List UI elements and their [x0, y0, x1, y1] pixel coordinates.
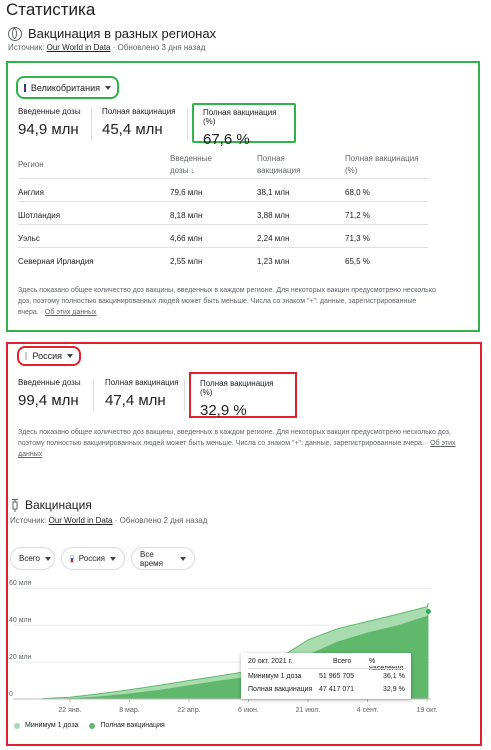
chevron-down-icon [110, 556, 116, 561]
chart-tooltip: 20 окт. 2021 г. Всего % населения Миниму… [241, 653, 411, 699]
table-cell: 8,18 млн [170, 211, 203, 220]
chart-legend: Минимум 1 доза Полная вакцинация [14, 722, 165, 729]
divider [93, 379, 94, 411]
page-title: Статистика [6, 0, 96, 19]
source-link[interactable]: Our World in Data [46, 43, 111, 52]
x-tick-label: 4 сент. [357, 707, 379, 714]
legend-swatch-full [89, 722, 96, 729]
x-tick-label: 22 апр. [177, 707, 200, 714]
uk-flag-icon [24, 83, 26, 92]
russia-flag-icon [25, 352, 28, 360]
divider [91, 108, 92, 140]
uk-note: Здесь показано общее количество доз вакц… [18, 287, 436, 316]
uk-region-highlight [6, 61, 480, 332]
table-cell: Уэльс [18, 234, 40, 243]
about-data-link[interactable]: Об этих данных [18, 440, 456, 458]
x-tick-label: 6 июн. [238, 707, 259, 714]
divider [18, 178, 428, 179]
chevron-down-icon [180, 556, 186, 561]
table-cell: 68,0 % [345, 188, 370, 197]
ru-stat-full-pct: Полная вакцинация (%) 32,9 % [189, 372, 297, 419]
country-selector-uk[interactable]: Великобритания [16, 76, 119, 99]
section-heading-text: Вакцинация в разных регионах [28, 26, 217, 41]
table-cell: Англия [18, 188, 44, 197]
y-tick-label: 60 млн [9, 580, 32, 587]
x-tick-label: 22 янв. [58, 707, 81, 714]
table-row: Северная Ирландия 2,55 млн 1,23 млн 65,5 % [18, 248, 428, 271]
table-cell: 71,3 % [345, 234, 370, 243]
table-cell: 79,6 млн [170, 188, 203, 197]
uk-stat-full: Полная вакцинация 45,4 млн [102, 107, 176, 138]
uk-stat-doses: Введенные дозы 94,9 млн [18, 107, 81, 138]
col-header-doses[interactable]: Введенные дозы ↓ [170, 154, 212, 175]
y-tick-label: 20 млн [9, 654, 32, 661]
table-row: Уэльс 4,66 млн 2,24 млн 71,3 % [18, 225, 428, 248]
divider [187, 108, 188, 140]
sort-arrow-icon: ↓ [190, 166, 195, 175]
table-cell: 2,55 млн [170, 257, 203, 266]
filter-scope[interactable]: Всего [10, 547, 55, 570]
vacc-source-line: Источник: Our World in Data · Обновлено … [10, 516, 208, 525]
chevron-down-icon [67, 354, 73, 358]
syringe-icon [12, 498, 18, 512]
col-header-full-pct[interactable]: Полная вакцинация (%) [345, 154, 419, 175]
vaccination-heading: Вакцинация [10, 498, 92, 512]
russia-region-highlight [6, 342, 482, 746]
table-cell: 3,88 млн [257, 211, 290, 220]
ru-note: Здесь показано общее количество доз вакц… [18, 429, 456, 458]
x-tick-label: 21 июл. [296, 707, 321, 714]
table-cell: 1,23 млн [257, 257, 290, 266]
table-cell: Шотландия [18, 211, 61, 220]
filter-country[interactable]: Россия [61, 547, 125, 570]
vacc-source-link[interactable]: Our World in Data [48, 516, 113, 525]
table-cell: 4,66 млн [170, 234, 203, 243]
y-tick-label: 0 [9, 691, 13, 698]
about-data-link[interactable]: Об этих данных [44, 309, 97, 316]
table-cell: 65,5 % [345, 257, 370, 266]
ru-stat-full: Полная вакцинация 47,4 млн [105, 378, 179, 409]
globe-icon [8, 26, 22, 41]
divider [18, 201, 428, 202]
table-row: Англия 79,6 млн 38,1 млн 68,0 % [18, 179, 428, 202]
section-heading: Вакцинация в разных регионах [8, 26, 216, 41]
divider [184, 379, 185, 411]
table-cell: Северная Ирландия [18, 257, 94, 266]
table-cell: 2,24 млн [257, 234, 290, 243]
col-header-full[interactable]: Полная вакцинация [257, 154, 301, 175]
filter-period[interactable]: Все время [131, 547, 195, 570]
x-tick-label: 8 мар. [119, 707, 139, 714]
country-selector-russia[interactable]: Россия [17, 346, 81, 366]
x-tick-label: 19 окт. [416, 707, 437, 714]
table-row: Шотландия 8,18 млн 3,88 млн 71,2 % [18, 202, 428, 225]
vaccination-chart: 0 20 млн 40 млн 60 млн 22 янв. 8 мар. 22 апр. 6… [9, 580, 438, 714]
table-cell: 71,2 % [345, 211, 370, 220]
latest-point-marker [425, 608, 431, 614]
ru-stat-doses: Введенные дозы 99,4 млн [18, 378, 81, 409]
y-tick-label: 40 млн [9, 617, 32, 624]
legend-swatch-min-dose [14, 722, 20, 729]
col-header-region[interactable]: Регион [18, 160, 44, 169]
divider [18, 247, 428, 248]
chevron-down-icon [44, 556, 51, 561]
source-line: Источник: Our World in Data · Обновлено … [8, 43, 206, 52]
table-cell: 38,1 млн [257, 188, 290, 197]
divider [18, 224, 428, 225]
uk-stat-full-pct: Полная вакцинация (%) 67,6 % [192, 103, 296, 148]
russia-flag-icon [70, 554, 74, 563]
chevron-down-icon [105, 85, 111, 90]
